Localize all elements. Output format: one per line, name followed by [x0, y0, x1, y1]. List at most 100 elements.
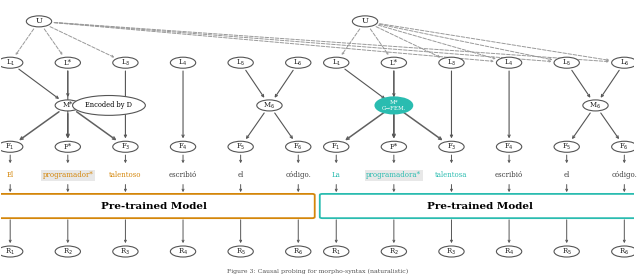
Text: L$_6$: L$_6$: [620, 58, 629, 68]
Text: código.: código.: [611, 171, 637, 179]
Text: el: el: [564, 171, 570, 179]
Text: R$_2$: R$_2$: [389, 247, 399, 257]
Circle shape: [376, 98, 412, 113]
FancyBboxPatch shape: [320, 194, 640, 218]
Circle shape: [228, 141, 253, 152]
Circle shape: [285, 141, 311, 152]
Circle shape: [0, 141, 23, 152]
Circle shape: [381, 246, 406, 257]
Text: talentoso: talentoso: [109, 171, 141, 179]
Text: R$_6$: R$_6$: [620, 247, 629, 257]
Text: R$_4$: R$_4$: [504, 247, 514, 257]
Circle shape: [26, 16, 52, 27]
Circle shape: [55, 246, 81, 257]
Circle shape: [113, 141, 138, 152]
Text: L$_6$: L$_6$: [294, 58, 303, 68]
Text: escribió: escribió: [495, 171, 524, 179]
Circle shape: [228, 246, 253, 257]
Circle shape: [554, 57, 579, 68]
Circle shape: [0, 246, 23, 257]
Text: F$_4$: F$_4$: [178, 142, 188, 152]
Circle shape: [0, 57, 23, 68]
Circle shape: [439, 141, 464, 152]
Text: La: La: [332, 171, 340, 179]
Text: talentosa: talentosa: [435, 171, 468, 179]
Text: M*
G→FEM.: M* G→FEM.: [381, 100, 406, 111]
Circle shape: [170, 246, 196, 257]
Text: R$_1$: R$_1$: [5, 247, 15, 257]
Circle shape: [324, 246, 349, 257]
Text: F*: F*: [390, 143, 398, 151]
Text: R$_2$: R$_2$: [63, 247, 73, 257]
Text: L$_1$: L$_1$: [6, 58, 15, 68]
Text: R$_5$: R$_5$: [236, 247, 246, 257]
Circle shape: [497, 57, 522, 68]
Circle shape: [228, 57, 253, 68]
Text: R$_3$: R$_3$: [120, 247, 131, 257]
Text: U: U: [362, 17, 369, 25]
Circle shape: [554, 141, 579, 152]
Text: U: U: [35, 17, 42, 25]
Circle shape: [55, 141, 81, 152]
Text: L$_4$: L$_4$: [179, 58, 188, 68]
Text: L$_1$: L$_1$: [332, 58, 341, 68]
Text: F$_6$: F$_6$: [293, 142, 303, 152]
Text: F$_3$: F$_3$: [447, 142, 456, 152]
Text: R$_5$: R$_5$: [562, 247, 572, 257]
Text: el: el: [237, 171, 244, 179]
Text: El: El: [6, 171, 13, 179]
Circle shape: [583, 100, 608, 111]
Text: M$_6$: M$_6$: [264, 100, 275, 111]
Circle shape: [612, 246, 637, 257]
Text: L$_5$: L$_5$: [236, 58, 245, 68]
Text: Pre-trained Model: Pre-trained Model: [428, 202, 533, 211]
Text: L$_3$: L$_3$: [121, 58, 130, 68]
Text: R$_4$: R$_4$: [178, 247, 188, 257]
Circle shape: [257, 100, 282, 111]
Circle shape: [439, 246, 464, 257]
Text: Encoded by D: Encoded by D: [86, 101, 132, 109]
Text: L*: L*: [64, 59, 72, 67]
Circle shape: [497, 246, 522, 257]
Text: F$_5$: F$_5$: [236, 142, 246, 152]
Circle shape: [353, 16, 378, 27]
Text: F$_1$: F$_1$: [5, 142, 15, 152]
Circle shape: [612, 141, 637, 152]
Circle shape: [439, 57, 464, 68]
Circle shape: [324, 141, 349, 152]
Text: L$_3$: L$_3$: [447, 58, 456, 68]
Circle shape: [170, 57, 196, 68]
Text: M$_6$: M$_6$: [589, 100, 602, 111]
Circle shape: [113, 57, 138, 68]
Text: F$_5$: F$_5$: [562, 142, 572, 152]
Text: R$_1$: R$_1$: [332, 247, 341, 257]
Text: R$_3$: R$_3$: [447, 247, 456, 257]
Circle shape: [113, 246, 138, 257]
Ellipse shape: [72, 96, 145, 115]
Text: programadora*: programadora*: [366, 171, 421, 179]
Text: L*: L*: [390, 59, 398, 67]
Text: F$_3$: F$_3$: [120, 142, 131, 152]
FancyBboxPatch shape: [0, 194, 315, 218]
Circle shape: [285, 57, 311, 68]
Text: F$_6$: F$_6$: [620, 142, 629, 152]
Text: L$_4$: L$_4$: [504, 58, 514, 68]
Text: F$_1$: F$_1$: [332, 142, 341, 152]
Text: programador*: programador*: [42, 171, 93, 179]
Text: R$_6$: R$_6$: [293, 247, 303, 257]
Text: Pre-trained Model: Pre-trained Model: [101, 202, 207, 211]
Text: escribió: escribió: [169, 171, 197, 179]
Circle shape: [55, 100, 81, 111]
Circle shape: [55, 57, 81, 68]
Circle shape: [497, 141, 522, 152]
Circle shape: [324, 57, 349, 68]
Text: F$_4$: F$_4$: [504, 142, 514, 152]
Text: código.: código.: [285, 171, 311, 179]
Circle shape: [381, 57, 406, 68]
Circle shape: [381, 141, 406, 152]
Text: M*: M*: [63, 101, 73, 109]
Circle shape: [170, 141, 196, 152]
Text: L$_5$: L$_5$: [562, 58, 572, 68]
Circle shape: [285, 246, 311, 257]
Circle shape: [612, 57, 637, 68]
